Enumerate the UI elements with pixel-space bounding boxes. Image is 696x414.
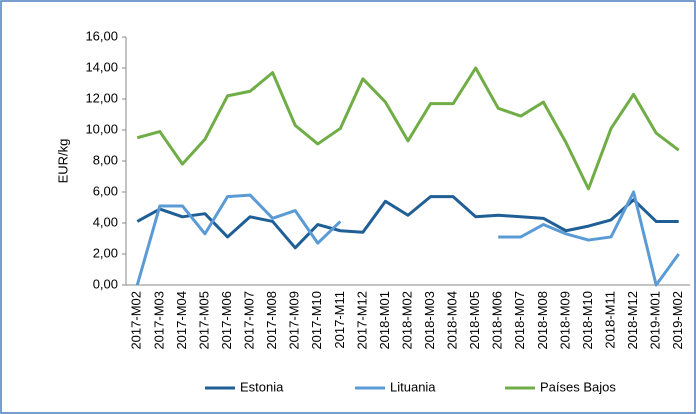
x-tick-label: 2018-M03 [422, 291, 437, 350]
series-line [136, 195, 679, 250]
x-tick-label: 2017-M10 [309, 291, 324, 350]
x-tick-label: 2018-M10 [580, 291, 595, 350]
legend-label: Estonia [240, 379, 284, 394]
x-tick-label: 2018-M07 [512, 291, 527, 350]
x-tick-label: 2017-M11 [332, 291, 347, 349]
y-axis-label: EUR/kg [55, 139, 70, 184]
x-tick-label: 2018-M12 [625, 291, 640, 350]
x-tick-label: 2019-M01 [648, 291, 663, 350]
x-tick-label: 2017-M05 [196, 291, 211, 350]
x-tick-label: 2019-M02 [670, 291, 685, 350]
x-tick-label: 2018-M08 [535, 291, 550, 350]
x-tick-label: 2017-M09 [287, 291, 302, 350]
y-tick-label: 2,00 [93, 245, 118, 260]
y-tick-label: 14,00 [85, 59, 118, 74]
y-tick-label: 4,00 [93, 214, 118, 229]
x-tick-label: 2018-M06 [490, 291, 505, 350]
y-tick-label: 16,00 [85, 28, 118, 43]
x-tick-label: 2017-M06 [219, 291, 234, 350]
x-tick-label: 2018-M11 [602, 291, 617, 349]
x-tick-label: 2018-M01 [377, 291, 392, 350]
series-line [135, 193, 342, 286]
series-line [498, 190, 680, 287]
x-tick-label: 2018-M02 [399, 291, 414, 350]
x-tick-label: 2017-M03 [151, 291, 166, 350]
legend-label: Países Bajos [540, 379, 616, 394]
y-tick-label: 8,00 [93, 152, 118, 167]
x-tick-label: 2018-M04 [445, 291, 460, 350]
y-tick-label: 0,00 [93, 276, 118, 291]
legend-label: Lituania [390, 379, 436, 394]
y-tick-label: 10,00 [85, 121, 118, 136]
x-tick-label: 2018-M09 [557, 291, 572, 350]
x-tick-label: 2018-M05 [467, 291, 482, 350]
series-line [136, 66, 680, 191]
x-tick-label: 2017-M02 [129, 291, 144, 350]
y-tick-label: 12,00 [85, 90, 118, 105]
x-tick-label: 2017-M04 [174, 291, 189, 350]
x-tick-label: 2017-M12 [354, 291, 369, 350]
y-tick-label: 6,00 [93, 183, 118, 198]
x-tick-label: 2017-M08 [264, 291, 279, 350]
x-tick-label: 2017-M07 [242, 291, 257, 350]
